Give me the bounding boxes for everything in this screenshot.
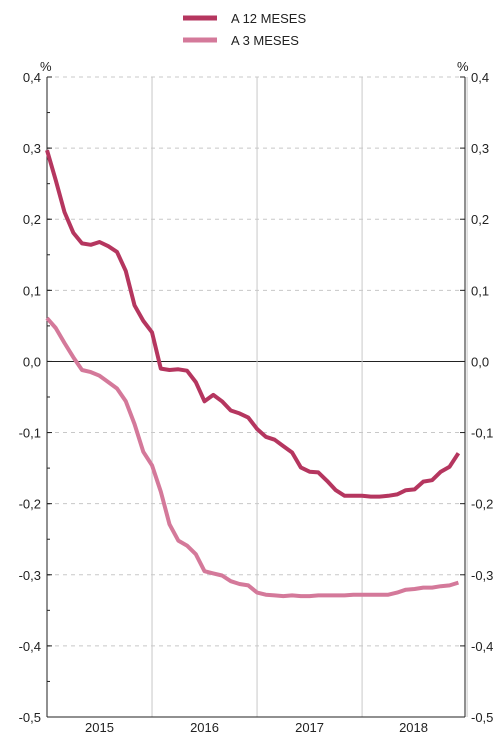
y-tick-label-right: 0,2	[471, 212, 489, 227]
y-tick-label-right: 0,1	[471, 283, 489, 298]
y-unit-left: %	[40, 59, 52, 74]
axes: % %	[40, 59, 469, 718]
y-tick-label-left: -0,3	[19, 568, 41, 583]
legend-label-12m: A 12 MESES	[231, 11, 306, 26]
y-tick-label-right: -0,1	[471, 426, 493, 441]
y-tick-label-left: -0,4	[19, 639, 41, 654]
y-tick-label-left: 0,0	[23, 354, 41, 369]
series-lines	[45, 149, 461, 599]
y-tick-label-right: 0,0	[471, 354, 489, 369]
y-tick-label-left: -0,1	[19, 426, 41, 441]
y-tick-label-right: -0,5	[471, 710, 493, 725]
y-tick-label-left: 0,4	[23, 70, 41, 85]
legend: A 12 MESES A 3 MESES	[183, 11, 306, 48]
y-tick-label-right: 0,4	[471, 70, 489, 85]
gridlines	[47, 76, 468, 717]
y-tick-label-left: -0,5	[19, 710, 41, 725]
y-tick-label-right: -0,3	[471, 568, 493, 583]
series-line-12-meses	[45, 149, 461, 499]
x-tick-labels: 2015 2016 2017 2018	[85, 720, 428, 735]
y-tick-labels: -0,5 -0,5 -0,4 -0,4 -0,3 -0,3 -0,2 -0,2 -0,1 -0,1…	[19, 70, 494, 725]
y-tick-label-right: -0,2	[471, 497, 493, 512]
x-tick-label: 2015	[85, 720, 114, 735]
x-tick-label: 2017	[295, 720, 324, 735]
legend-label-3m: A 3 MESES	[231, 33, 299, 48]
y-tick-label-left: 0,3	[23, 141, 41, 156]
y-tick-label-right: -0,4	[471, 639, 493, 654]
y-tick-label-right: 0,3	[471, 141, 489, 156]
x-tick-label: 2016	[190, 720, 219, 735]
y-tick-label-left: -0,2	[19, 497, 41, 512]
y-unit-right: %	[457, 59, 469, 74]
x-tick-label: 2018	[399, 720, 428, 735]
series-line-3-meses	[45, 316, 460, 599]
y-tick-label-left: 0,1	[23, 283, 41, 298]
y-tick-label-left: 0,2	[23, 212, 41, 227]
